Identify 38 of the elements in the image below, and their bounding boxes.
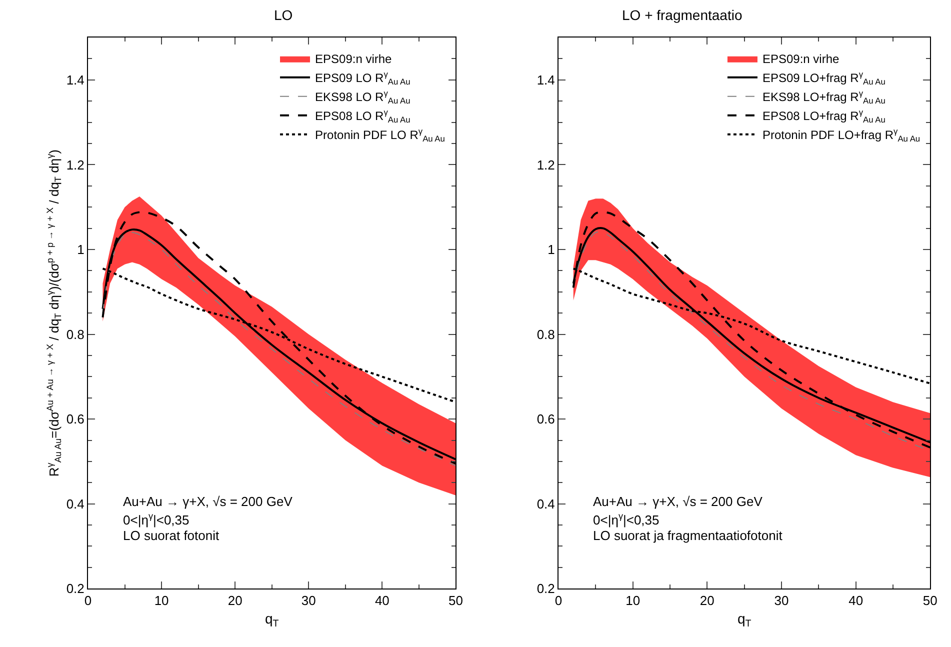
chart-title: LO bbox=[274, 7, 293, 23]
legend-label: EPS09:n virhe bbox=[762, 52, 840, 66]
x-tick-label: 30 bbox=[301, 593, 316, 608]
y-tick-label: 1.2 bbox=[66, 157, 84, 172]
annotation: LO suorat fotonit bbox=[123, 528, 220, 543]
x-axis-title: q$_{T}$ bbox=[264, 610, 279, 630]
x-tick-label: 50 bbox=[448, 593, 463, 608]
x-tick-label: 0 bbox=[554, 593, 562, 608]
x-axis-title: q$_{T}$ bbox=[737, 610, 752, 630]
y-tick-label: 0.8 bbox=[66, 326, 84, 342]
y-tick-label: 0.8 bbox=[536, 326, 555, 342]
annotation: 0<|η$^{γ}$|<0,35 bbox=[593, 511, 660, 528]
y-tick-label: 0.6 bbox=[536, 412, 555, 427]
annotation: 0<|η$^{γ}$|<0,35 bbox=[123, 511, 190, 528]
y-tick-label: 0.4 bbox=[536, 496, 555, 512]
y-tick-label: 1.2 bbox=[536, 157, 555, 172]
y-tick-label: 0.2 bbox=[66, 581, 84, 596]
x-tick-label: 20 bbox=[228, 593, 242, 608]
x-tick-label: 10 bbox=[154, 593, 169, 608]
y-tick-label: 0.2 bbox=[536, 581, 555, 596]
y-tick-label: 1 bbox=[548, 242, 555, 258]
x-tick-label: 40 bbox=[374, 593, 390, 608]
legend-label: EPS09:n virhe bbox=[315, 52, 392, 66]
y-tick-label: 1.4 bbox=[536, 72, 555, 88]
chart-title: LO + fragmentaatio bbox=[622, 7, 742, 23]
x-tick-label: 20 bbox=[700, 593, 714, 608]
x-tick-label: 0 bbox=[84, 593, 92, 608]
x-tick-label: 10 bbox=[626, 593, 640, 608]
x-tick-label: 40 bbox=[848, 593, 864, 608]
x-tick-label: 50 bbox=[922, 593, 938, 608]
y-tick-label: 0.4 bbox=[66, 496, 84, 512]
x-tick-label: 30 bbox=[774, 593, 789, 608]
y-tick-label: 0.6 bbox=[66, 412, 84, 427]
y-tick-label: 1 bbox=[77, 242, 84, 258]
y-tick-label: 1.4 bbox=[66, 72, 84, 88]
annotation: Au+Au → γ+X, √s = 200 GeV bbox=[123, 494, 293, 509]
annotation: Au+Au → γ+X, √s = 200 GeV bbox=[593, 494, 763, 509]
annotation: LO suorat ja fragmentaatiofotonit bbox=[593, 528, 783, 543]
